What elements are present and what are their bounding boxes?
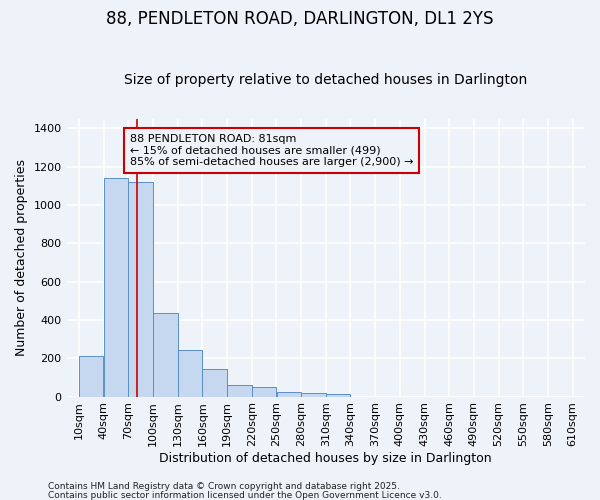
Bar — [104, 178, 128, 396]
Text: Contains public sector information licensed under the Open Government Licence v3: Contains public sector information licen… — [48, 490, 442, 500]
Text: Contains HM Land Registry data © Crown copyright and database right 2025.: Contains HM Land Registry data © Crown c… — [48, 482, 400, 491]
Bar — [153, 313, 178, 396]
X-axis label: Distribution of detached houses by size in Darlington: Distribution of detached houses by size … — [160, 452, 492, 465]
Title: Size of property relative to detached houses in Darlington: Size of property relative to detached ho… — [124, 73, 527, 87]
Bar — [202, 369, 227, 396]
Bar — [301, 393, 326, 396]
Text: 88 PENDLETON ROAD: 81sqm
← 15% of detached houses are smaller (499)
85% of semi-: 88 PENDLETON ROAD: 81sqm ← 15% of detach… — [130, 134, 413, 168]
Text: 88, PENDLETON ROAD, DARLINGTON, DL1 2YS: 88, PENDLETON ROAD, DARLINGTON, DL1 2YS — [106, 10, 494, 28]
Y-axis label: Number of detached properties: Number of detached properties — [15, 159, 28, 356]
Bar — [227, 385, 251, 396]
Bar — [252, 387, 276, 396]
Bar — [326, 394, 350, 396]
Bar — [79, 356, 103, 397]
Bar — [128, 182, 153, 396]
Bar — [178, 350, 202, 397]
Bar — [277, 392, 301, 396]
